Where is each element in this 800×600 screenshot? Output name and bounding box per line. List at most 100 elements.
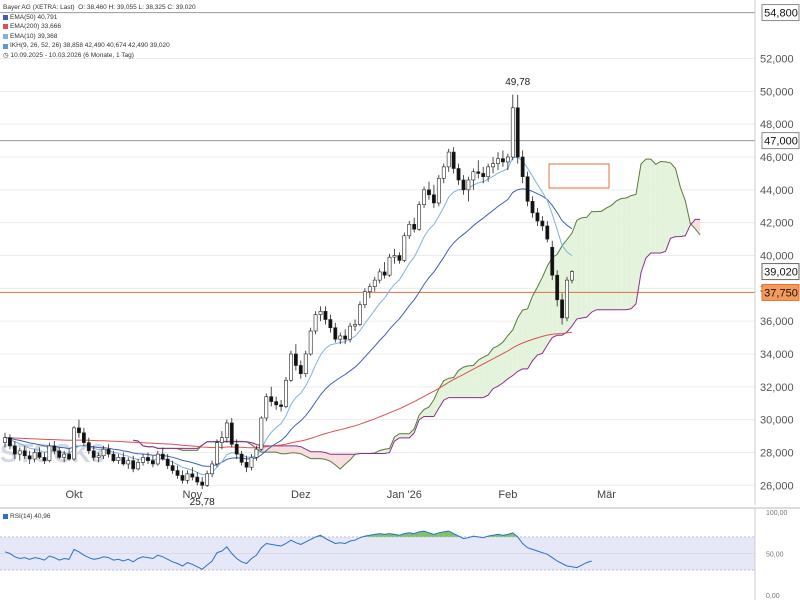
candle[interactable] (116, 454, 121, 464)
candle[interactable] (57, 447, 62, 460)
candle[interactable] (200, 477, 205, 489)
price-tag-resistance[interactable]: 54,800 (761, 4, 800, 22)
candle[interactable] (358, 301, 362, 327)
candle[interactable] (535, 207, 540, 226)
candle[interactable] (269, 386, 274, 407)
candle[interactable] (47, 442, 52, 463)
candle[interactable] (471, 168, 476, 190)
candle[interactable] (224, 419, 229, 443)
candle[interactable] (397, 252, 402, 264)
candle[interactable] (111, 450, 116, 463)
candle[interactable] (496, 152, 500, 171)
candle[interactable] (555, 270, 560, 307)
candle[interactable] (560, 293, 564, 325)
candle[interactable] (318, 306, 323, 322)
candle[interactable] (501, 150, 505, 167)
candle[interactable] (525, 171, 530, 207)
legend-ema10[interactable]: EMA(10) 39,368 (3, 32, 196, 42)
candle[interactable] (486, 163, 491, 182)
rsi-panel[interactable]: 100,00 50,00 0,00 (0, 508, 788, 600)
candle[interactable] (72, 426, 76, 461)
candle[interactable] (239, 450, 244, 466)
candle[interactable] (461, 175, 466, 195)
candle[interactable] (530, 196, 535, 218)
price-tag-resistance[interactable]: 47,000 (761, 132, 800, 150)
candle[interactable] (229, 418, 234, 448)
candle[interactable] (3, 432, 7, 448)
candle[interactable] (141, 454, 145, 466)
candle[interactable] (37, 447, 42, 460)
candle[interactable] (101, 445, 106, 460)
candle[interactable] (32, 449, 37, 463)
candle[interactable] (264, 393, 269, 422)
horizontal-lines[interactable] (0, 12, 755, 293)
candle[interactable] (244, 455, 249, 473)
candle[interactable] (274, 396, 279, 410)
candle[interactable] (303, 350, 308, 377)
candle[interactable] (77, 419, 81, 438)
candle[interactable] (362, 288, 367, 309)
candle[interactable] (151, 455, 155, 468)
candle[interactable] (338, 332, 343, 345)
candle[interactable] (190, 467, 195, 481)
candle[interactable] (67, 449, 71, 461)
candle[interactable] (8, 434, 12, 450)
candle[interactable] (565, 276, 569, 322)
candle[interactable] (170, 460, 175, 474)
candle[interactable] (481, 166, 486, 184)
candle[interactable] (545, 221, 550, 243)
candle[interactable] (570, 270, 574, 284)
candle[interactable] (427, 181, 431, 200)
candle[interactable] (367, 283, 372, 299)
candle[interactable] (387, 253, 392, 277)
candle[interactable] (441, 163, 446, 184)
candle[interactable] (348, 322, 353, 343)
candle[interactable] (372, 276, 377, 292)
candle[interactable] (259, 416, 264, 451)
legend-ema50[interactable]: EMA(50) 40,791 (3, 13, 196, 23)
candle[interactable] (106, 444, 111, 458)
legend-ema200[interactable]: EMA(200) 33,666 (3, 22, 196, 32)
candle[interactable] (417, 201, 422, 231)
candle[interactable] (215, 439, 219, 468)
candle[interactable] (42, 452, 47, 464)
candle[interactable] (205, 470, 210, 487)
candle[interactable] (22, 445, 27, 460)
candle[interactable] (131, 455, 136, 473)
rsi-legend[interactable]: RSI(14) 40,96 (3, 513, 50, 520)
candle[interactable] (121, 452, 126, 466)
candle[interactable] (289, 350, 293, 382)
candle[interactable] (165, 454, 170, 469)
candle[interactable] (466, 176, 471, 202)
candle[interactable] (293, 344, 298, 371)
candle[interactable] (436, 175, 441, 207)
candle[interactable] (96, 452, 101, 463)
candles[interactable] (3, 94, 574, 489)
candle[interactable] (550, 240, 555, 281)
candle[interactable] (180, 470, 185, 484)
candle[interactable] (249, 454, 254, 471)
candle[interactable] (185, 470, 190, 484)
candle[interactable] (456, 163, 461, 185)
candle[interactable] (343, 329, 348, 345)
legend-ikh[interactable]: IKH(9, 26, 52, 26) 38,858 42,490 40,674 … (3, 41, 196, 51)
candle[interactable] (12, 440, 17, 460)
candle[interactable] (27, 450, 32, 464)
candle[interactable] (333, 322, 338, 343)
candle[interactable] (81, 427, 86, 446)
candle[interactable] (328, 314, 333, 333)
candle[interactable] (382, 262, 387, 279)
candle[interactable] (491, 157, 495, 174)
candle[interactable] (407, 221, 412, 240)
candle[interactable] (254, 445, 259, 461)
candle[interactable] (505, 153, 510, 171)
candle[interactable] (392, 248, 397, 264)
candle[interactable] (126, 457, 131, 469)
candle[interactable] (520, 150, 525, 184)
candle[interactable] (136, 459, 141, 471)
candle[interactable] (298, 360, 303, 379)
candle[interactable] (146, 452, 150, 464)
candle[interactable] (220, 431, 224, 450)
candle[interactable] (353, 319, 357, 332)
